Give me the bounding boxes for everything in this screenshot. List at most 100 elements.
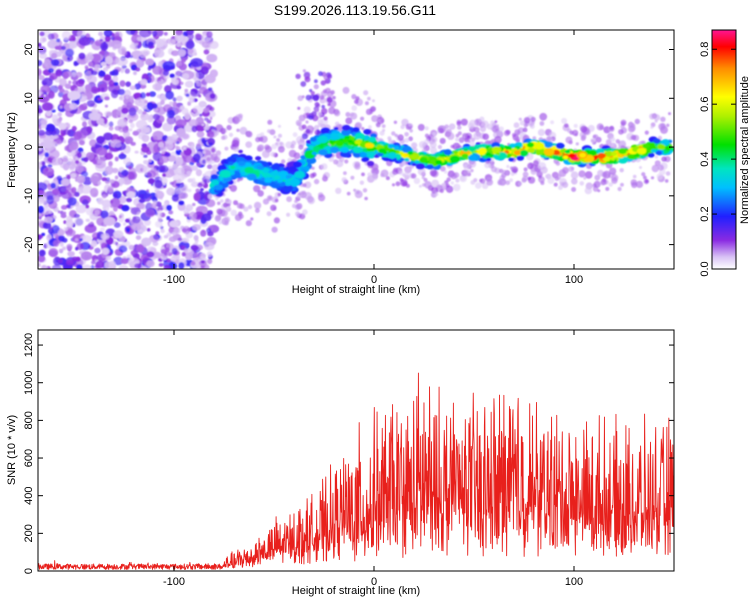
noise-blob bbox=[129, 44, 136, 49]
noise-blob bbox=[152, 83, 163, 91]
noise-blob bbox=[171, 50, 179, 57]
halo-blob bbox=[429, 141, 437, 149]
halo-blob bbox=[304, 192, 312, 200]
noise-blob bbox=[100, 87, 105, 92]
noise-blob bbox=[62, 157, 68, 163]
halo-blob bbox=[255, 208, 260, 214]
halo-blob bbox=[314, 125, 319, 130]
noise-blob bbox=[128, 244, 135, 250]
noise-blob bbox=[57, 112, 62, 117]
halo-blob bbox=[313, 84, 319, 90]
noise-blob bbox=[124, 177, 129, 182]
noise-blob bbox=[114, 141, 122, 148]
halo-blob bbox=[333, 110, 341, 117]
halo-blob bbox=[473, 132, 481, 140]
halo-blob bbox=[610, 143, 615, 147]
signal-blob bbox=[341, 124, 351, 131]
signal-blob bbox=[261, 167, 270, 173]
halo-blob bbox=[440, 166, 446, 172]
halo-blob bbox=[620, 182, 624, 187]
halo-blob bbox=[216, 208, 223, 215]
halo-blob bbox=[510, 172, 515, 176]
noise-blob bbox=[121, 64, 127, 69]
noise-blob bbox=[196, 81, 203, 87]
noise-blob bbox=[102, 194, 107, 199]
signal-blob bbox=[435, 159, 443, 165]
noise-blob bbox=[159, 156, 169, 163]
halo-blob bbox=[371, 115, 379, 123]
noise-blob bbox=[142, 111, 147, 115]
noise-blob bbox=[110, 199, 114, 204]
halo-blob bbox=[553, 182, 558, 187]
noise-blob bbox=[182, 154, 194, 163]
colorbar-ticks: 0.0 0.2 0.4 0.6 0.8 bbox=[699, 29, 737, 277]
noise-blob bbox=[104, 261, 113, 269]
colorbar: 0.0 0.2 0.4 0.6 0.8 Normalized spectral ampl… bbox=[699, 29, 750, 277]
halo-blob bbox=[387, 136, 392, 141]
noise-blob bbox=[205, 123, 209, 127]
halo-blob bbox=[431, 179, 440, 188]
halo-blob bbox=[527, 162, 534, 170]
noise-blob bbox=[209, 93, 216, 99]
signal-blob bbox=[415, 163, 425, 170]
signal-blob bbox=[278, 170, 289, 178]
signal-blob bbox=[399, 151, 404, 155]
noise-blob bbox=[148, 159, 152, 163]
noise-blob bbox=[137, 36, 142, 42]
halo-blob bbox=[597, 169, 604, 177]
halo-blob bbox=[457, 125, 462, 130]
halo-blob bbox=[302, 209, 308, 215]
signal-blob bbox=[238, 149, 243, 154]
halo-blob bbox=[313, 178, 320, 185]
noise-blob bbox=[149, 91, 156, 97]
noise-blob bbox=[203, 49, 210, 55]
noise-blob bbox=[95, 147, 108, 156]
halo-blob bbox=[305, 94, 312, 101]
noise-blob bbox=[42, 222, 52, 229]
noise-blob bbox=[113, 193, 118, 198]
y-tick-label: 200 bbox=[23, 524, 35, 542]
noise-blob bbox=[70, 173, 77, 179]
signal-blob bbox=[493, 154, 499, 159]
halo-blob bbox=[220, 199, 224, 203]
halo-blob bbox=[334, 121, 340, 127]
halo-blob bbox=[408, 136, 413, 142]
noise-blob bbox=[97, 181, 102, 186]
halo-blob bbox=[572, 129, 579, 136]
noise-blob bbox=[129, 85, 137, 91]
noise-blob bbox=[175, 156, 184, 166]
noise-blob bbox=[90, 70, 98, 76]
halo-blob bbox=[245, 141, 253, 149]
noise-blob bbox=[38, 262, 41, 267]
halo-blob bbox=[523, 116, 531, 124]
noise-blob bbox=[156, 38, 165, 48]
halo-blob bbox=[643, 175, 647, 180]
noise-blob bbox=[206, 31, 213, 38]
halo-blob bbox=[459, 175, 466, 181]
noise-blob bbox=[100, 42, 109, 51]
halo-blob bbox=[450, 123, 456, 129]
noise-blob bbox=[202, 150, 206, 154]
noise-blob bbox=[51, 188, 60, 195]
noise-blob bbox=[114, 156, 119, 162]
halo-blob bbox=[238, 213, 244, 219]
noise-blob bbox=[143, 160, 149, 165]
noise-blob bbox=[128, 107, 137, 117]
noise-blob bbox=[51, 225, 60, 234]
halo-blob bbox=[326, 91, 334, 98]
halo-blob bbox=[491, 166, 497, 173]
noise-blob bbox=[176, 95, 183, 102]
halo-blob bbox=[594, 174, 601, 181]
noise-blob bbox=[192, 105, 204, 114]
halo-blob bbox=[445, 185, 454, 193]
halo-blob bbox=[486, 123, 493, 130]
noise-blob bbox=[126, 228, 130, 233]
halo-blob bbox=[446, 132, 455, 140]
noise-blob bbox=[135, 235, 142, 241]
signal-blob bbox=[486, 157, 492, 162]
noise-blob bbox=[184, 252, 193, 261]
halo-blob bbox=[361, 172, 365, 177]
halo-blob bbox=[215, 150, 222, 156]
noise-blob bbox=[74, 191, 80, 197]
halo-blob bbox=[399, 170, 404, 176]
